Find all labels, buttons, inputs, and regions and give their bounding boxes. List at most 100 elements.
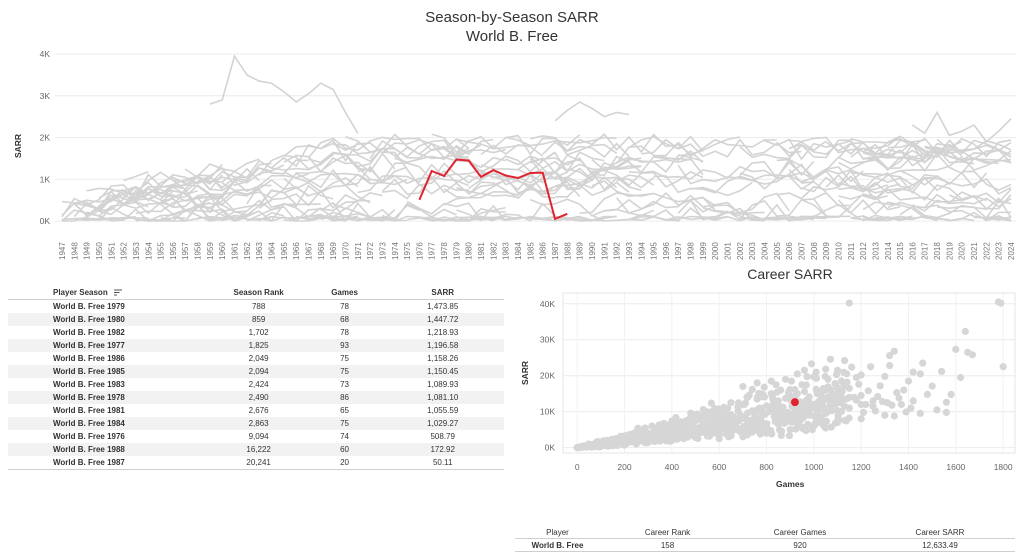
- background-season-line: [838, 184, 987, 202]
- sort-icon[interactable]: [113, 289, 122, 296]
- background-points: [573, 298, 1007, 452]
- x-tick-label: 1950: [95, 242, 104, 260]
- x-tick-label: 1952: [120, 242, 129, 260]
- cell-sarr: 508.79: [430, 432, 455, 441]
- background-season-line: [542, 141, 630, 158]
- cell-games: 86: [307, 391, 382, 404]
- header-sarr[interactable]: SARR: [381, 286, 504, 300]
- table-row[interactable]: World B. Free 1977 1,825 93 1,196.58: [8, 339, 504, 352]
- background-point: [705, 428, 713, 436]
- background-point: [900, 386, 908, 394]
- background-point: [807, 360, 816, 368]
- header-career-sarr[interactable]: Career SARR: [865, 526, 1015, 539]
- background-point: [968, 351, 976, 359]
- cell-season-rank: 1,825: [209, 339, 308, 352]
- cell-player-season: World B. Free 1985: [8, 365, 210, 378]
- background-point: [656, 437, 664, 445]
- background-point: [852, 373, 860, 382]
- x-tick-label: 800: [759, 462, 773, 472]
- table-row[interactable]: World B. Free 1988 16,222 60 172.92: [8, 443, 504, 456]
- x-tick-label: 200: [617, 462, 631, 472]
- background-point: [802, 381, 810, 389]
- header-career-rank[interactable]: Career Rank: [600, 526, 735, 539]
- background-season-line: [591, 180, 654, 198]
- background-season-line: [665, 215, 716, 222]
- cell-player-season: World B. Free 1978: [8, 391, 210, 404]
- x-tick-label: 1977: [428, 242, 437, 260]
- background-point: [874, 393, 882, 401]
- background-point: [793, 416, 802, 424]
- background-season-line: [961, 170, 1012, 191]
- background-season-line: [505, 216, 556, 222]
- background-season-line: [505, 176, 618, 194]
- x-tick-label: 1961: [231, 242, 240, 260]
- background-point: [833, 371, 841, 379]
- background-season-line: [98, 202, 247, 222]
- cell-player-season: World B. Free 1988: [8, 443, 210, 456]
- y-tick-label: 30K: [540, 335, 555, 345]
- x-tick-label: 1985: [526, 242, 535, 260]
- background-season-line: [899, 143, 1012, 165]
- table-row[interactable]: World B. Free 1980 859 68 1,447.72: [8, 313, 504, 326]
- table-row[interactable]: World B. Free 1981 2,676 65 1,055.59: [8, 404, 504, 417]
- background-point: [699, 425, 707, 433]
- background-point: [748, 385, 756, 393]
- x-tick-label: 1957: [181, 242, 190, 260]
- x-tick-label: 1970: [342, 242, 351, 260]
- cell-player-season: World B. Free 1980: [8, 313, 210, 326]
- background-season-line: [764, 216, 814, 221]
- header-season-rank[interactable]: Season Rank: [209, 286, 308, 300]
- background-point: [938, 367, 946, 375]
- table-row[interactable]: World B. Free 1984 2,863 75 1,029.27: [8, 417, 504, 430]
- career-scatter-chart[interactable]: 0K 10K 20K 30K 40K 0 200 400 600 800 1000 1200 1400 1…: [515, 285, 1020, 500]
- background-season-line: [160, 185, 309, 213]
- background-point: [904, 377, 913, 385]
- background-point: [999, 363, 1007, 371]
- background-point: [833, 384, 842, 392]
- background-season-line: [530, 135, 618, 156]
- background-point: [845, 299, 853, 307]
- x-tick-label: 2011: [847, 242, 856, 260]
- career-table-row[interactable]: World B. Free 158 920 12,633.49: [515, 538, 1015, 552]
- background-point: [909, 368, 917, 376]
- header-career-games[interactable]: Career Games: [735, 526, 865, 539]
- header-games[interactable]: Games: [307, 286, 382, 300]
- table-row[interactable]: World B. Free 1979 788 78 1,473.85: [8, 300, 504, 314]
- table-row[interactable]: World B. Free 1983 2,424 73 1,089.93: [8, 378, 504, 391]
- background-point: [830, 400, 838, 408]
- x-tick-label: 2000: [711, 242, 720, 260]
- x-tick-label: 1949: [83, 242, 92, 260]
- table-row[interactable]: World B. Free 1982 1,702 78 1,218.93: [8, 326, 504, 339]
- background-season-line: [86, 208, 260, 222]
- background-point: [867, 363, 875, 371]
- background-point: [760, 393, 769, 401]
- header-player[interactable]: Player: [515, 526, 600, 539]
- background-point: [798, 410, 807, 418]
- x-tick-label: 1976: [415, 242, 424, 260]
- table-row[interactable]: World B. Free 1986 2,049 75 1,158.26: [8, 352, 504, 365]
- table-row[interactable]: World B. Free 1985 2,094 75 1,150.45: [8, 365, 504, 378]
- table-row[interactable]: World B. Free 1987 20,241 20 50.11: [8, 456, 504, 470]
- cell-sarr: 1,055.59: [427, 406, 459, 415]
- background-season-line: [776, 156, 901, 179]
- x-tick-label: 2013: [871, 242, 880, 260]
- background-season-line: [899, 197, 1012, 219]
- cell-season-rank: 9,094: [248, 432, 269, 441]
- background-season-line: [567, 215, 617, 222]
- y-tick-label: 10K: [540, 407, 555, 417]
- table-row[interactable]: World B. Free 1976 9,094 74 508.79: [8, 430, 504, 443]
- x-tick-label: 1400: [899, 462, 918, 472]
- background-point: [841, 416, 849, 424]
- background-season-line: [283, 138, 470, 159]
- background-point: [670, 418, 678, 426]
- table-row[interactable]: World B. Free 1978 2,490 86 1,081.10: [8, 391, 504, 404]
- x-tick-label: 1989: [576, 242, 585, 260]
- x-tick-label: 1980: [465, 242, 474, 260]
- x-tick-label: 1800: [994, 462, 1013, 472]
- background-point: [834, 416, 842, 424]
- background-season-line: [862, 216, 913, 222]
- background-point: [817, 402, 825, 410]
- career-games: 920: [735, 538, 865, 552]
- header-player-season[interactable]: Player Season: [8, 286, 210, 300]
